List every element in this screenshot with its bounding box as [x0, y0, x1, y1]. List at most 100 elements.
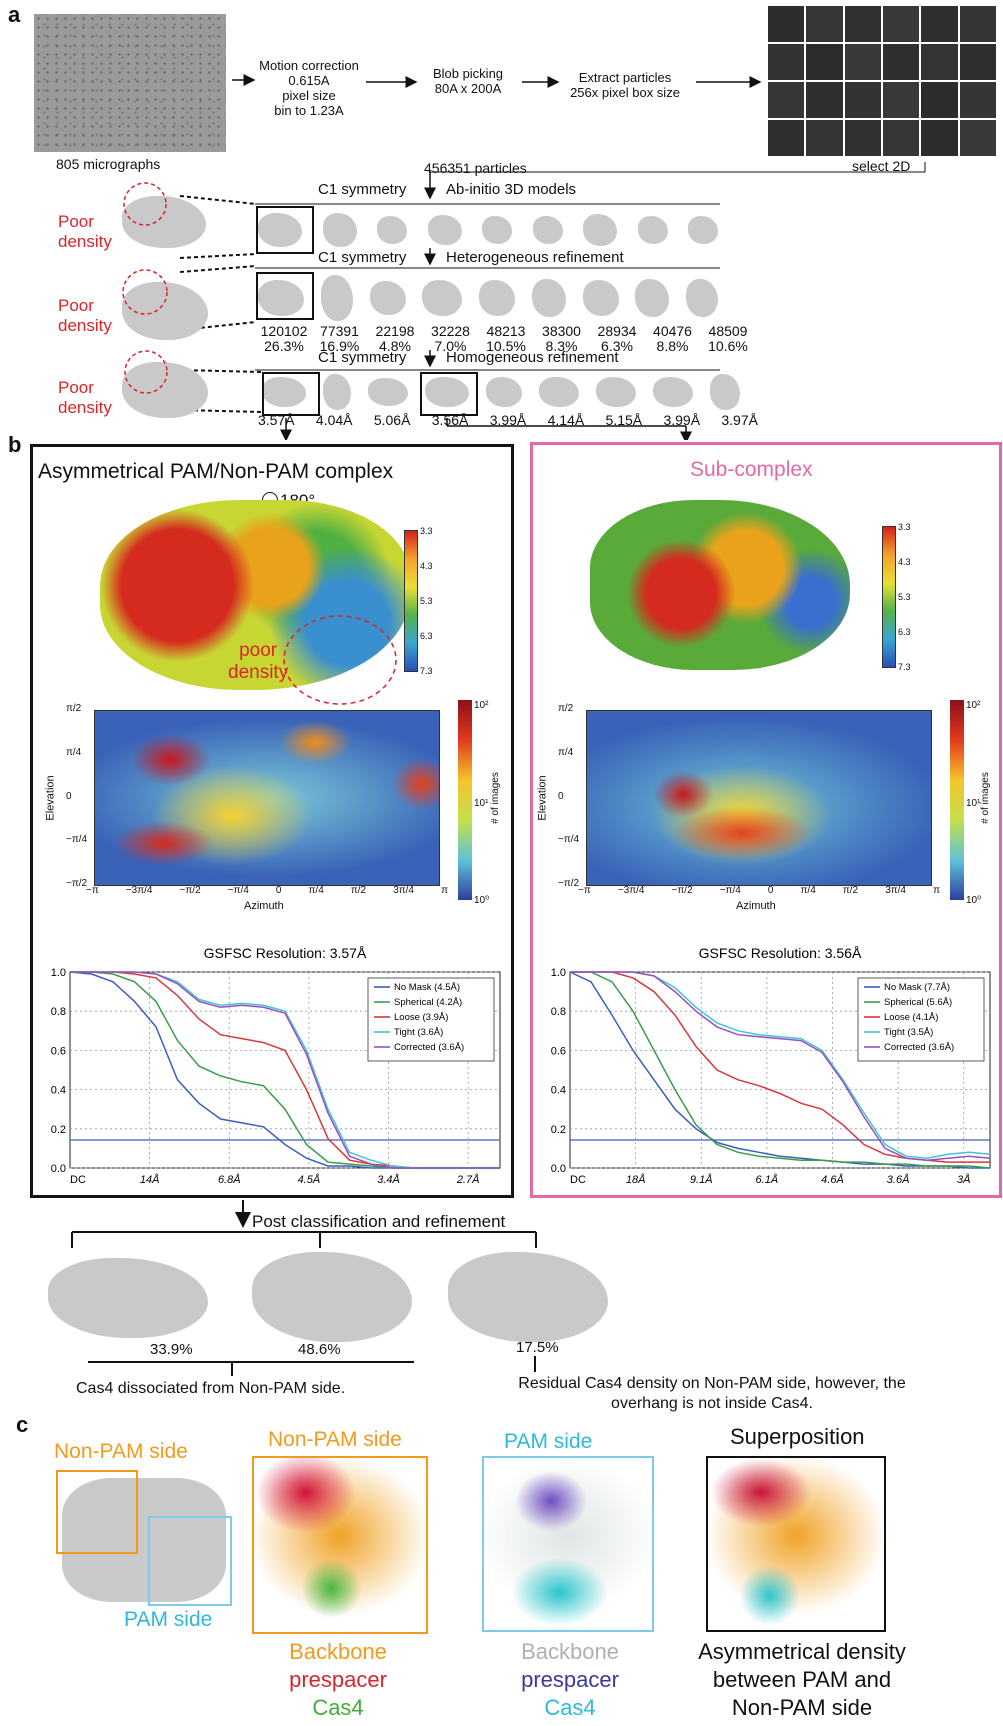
post-pct-1: 33.9%: [150, 1341, 193, 1358]
elevation-yticks-left: π/2 π/4 0 −π/4 −π/2: [66, 703, 88, 889]
colorbar-right-ticks: 3.3 4.3 5.3 6.3 7.3: [898, 522, 911, 672]
left-title: Asymmetrical PAM/Non-PAM complex: [38, 460, 394, 483]
fsc-legend-label: No Mask (7.7Å): [884, 982, 950, 993]
fsc-ytick: 1.0: [551, 967, 566, 979]
fsc-title: GSFSC Resolution: 3.56Å: [699, 945, 862, 961]
pam-box-small: [148, 1516, 232, 1606]
superposition-title: Superposition: [730, 1424, 865, 1449]
fsc-xtick: 6.1Å: [756, 1173, 779, 1186]
fsc-title: GSFSC Resolution: 3.57Å: [204, 945, 367, 961]
fsc-xtick: 3.6Å: [887, 1173, 910, 1186]
row1-method: Ab-initio 3D models: [446, 181, 577, 198]
elevation-cbar-label-left: # of images: [489, 772, 501, 824]
fsc-xtick: 4.6Å: [821, 1173, 844, 1186]
pam-title: PAM side: [504, 1430, 593, 1453]
elevation-cbar-right-ticks: 10² 10¹ 10⁰: [966, 700, 982, 906]
fsc-xtick: DC: [70, 1174, 86, 1186]
fsc-xtick: 9.1Å: [690, 1173, 713, 1186]
fsc-ytick: 0.0: [551, 1163, 566, 1175]
fsc-xtick: 6.8Å: [218, 1173, 241, 1186]
density-map-row2: [122, 282, 208, 340]
select-2d-label: select 2D: [852, 158, 911, 174]
fsc-legend-label: Loose (4.1Å): [884, 1012, 938, 1023]
post-pct-2: 48.6%: [298, 1341, 341, 1358]
row2-symmetry: C1 symmetry: [318, 249, 407, 266]
homo-thumbs: [262, 372, 740, 412]
fsc-ytick: 0.6: [551, 1045, 566, 1057]
right-subpanel-frame: [530, 442, 1002, 1198]
step-blob-picking: Blob picking 80A x 200A: [432, 66, 504, 96]
colorbar-left: [404, 530, 418, 672]
row1-symmetry: C1 symmetry: [318, 181, 407, 198]
poor-density-circle: [283, 615, 397, 705]
legend-mid: Backbone prespacer Cas4: [521, 1639, 619, 1720]
step-motion-correction: Motion correction 0.615A pixel size bin to …: [259, 58, 359, 118]
local-res-map-right: [590, 500, 850, 670]
local-res-map-left: [100, 500, 410, 690]
fsc-chart-right: GSFSC Resolution: 3.56Å 0.0 0.2 0.4 0.6 0.8 1.…: [551, 945, 991, 1186]
panel-b-letter: b: [8, 432, 22, 457]
particles-label: 456351 particles: [424, 160, 527, 176]
elevation-cbar-right: [950, 700, 964, 900]
poor-density-b: poor density: [228, 640, 289, 683]
elevation-cbar-left: [458, 700, 472, 900]
legend-right: Asymmetrical density between PAM and Non…: [698, 1639, 906, 1720]
fsc-xtick: 4.5Å: [298, 1173, 321, 1186]
overview-map: [62, 1478, 226, 1602]
poor-density-row3: Poor density: [58, 378, 112, 417]
hetero-counts: 120102 26.3% 77391 16.9% 22198 4.8% 32228 7.…: [260, 323, 748, 354]
fsc-legend-label: Tight (3.5Å): [884, 1027, 933, 1038]
right-title: Sub-complex: [690, 458, 813, 481]
density-map-row1: [122, 196, 206, 248]
micrographs-label: 805 micrographs: [56, 156, 161, 172]
fsc-legend-label: Tight (3.6Å): [394, 1027, 443, 1038]
fsc-ytick: 0.4: [551, 1085, 566, 1097]
fsc-series-line: [570, 971, 991, 1169]
superposition-view: [706, 1456, 886, 1632]
poor-density-row2: Poor density: [58, 296, 112, 335]
fsc-ytick: 0.2: [51, 1124, 66, 1136]
nonpam-box-small: [56, 1470, 138, 1554]
colorbar-right: [882, 526, 896, 668]
fsc-legend-label: Spherical (5.6Å): [884, 997, 952, 1008]
post-class-map-2: [252, 1252, 412, 1342]
micrograph-image: [34, 14, 226, 152]
homo-selected-box-2: [420, 372, 478, 416]
post-class-label: Post classification and refinement: [252, 1212, 506, 1231]
elevation-xlabel-left: Azimuth: [244, 900, 284, 912]
fsc-ytick: 0.8: [51, 1006, 66, 1018]
elevation-xticks-left: −π −3π/4 −π/2 −π/4 0 π/4 π/2 3π/4 π: [86, 885, 448, 896]
fsc-legend-label: No Mask (4.5Å): [394, 982, 460, 993]
fsc-xtick: DC: [570, 1174, 586, 1186]
step-extract-particles: Extract particles 256x pixel box size: [570, 70, 680, 100]
left-subpanel-frame: [30, 444, 514, 1198]
fsc-xtick: 18Å: [626, 1173, 646, 1186]
fsc-xtick: 3Å: [957, 1173, 970, 1186]
fsc-series-line: [570, 971, 991, 1161]
fsc-ytick: 1.0: [51, 967, 66, 979]
elevation-cbar-left-ticks: 10² 10¹ 10⁰: [474, 700, 490, 906]
poor-density-row1: Poor density: [58, 212, 112, 251]
fsc-ytick: 0.6: [51, 1045, 66, 1057]
fsc-legend-label: Corrected (3.6Å): [884, 1042, 954, 1053]
fsc-legend-label: Spherical (4.2Å): [394, 997, 462, 1008]
nonpam-zoom: [252, 1456, 428, 1634]
elevation-xticks-right: −π −3π/4 −π/2 −π/4 0 π/4 π/2 3π/4 π: [578, 885, 940, 896]
post-class-tree: [71, 1200, 537, 1376]
post-class-map-3: [448, 1252, 608, 1342]
elevation-plot-left: [94, 710, 440, 886]
row3-symmetry: C1 symmetry: [318, 349, 407, 366]
homo-resolutions: 3.57Å 4.04Å 5.06Å 3.56Å 3.99Å 4.14Å 5.15Å 3.99Å…: [258, 412, 758, 428]
colorbar-left-ticks: 3.3 4.3 5.3 6.3 7.3: [420, 526, 433, 676]
panel-a-letter: a: [8, 2, 21, 27]
fsc-legend-label: Corrected (3.6Å): [394, 1042, 464, 1053]
fsc-ytick: 0.4: [51, 1085, 66, 1097]
elevation-cbar-label-right: # of images: [979, 772, 991, 824]
abinitio-selected-box: [256, 206, 314, 254]
hetero-selected-box: [256, 272, 314, 320]
fsc-xtick: 2.7Å: [456, 1173, 480, 1186]
hetero-thumbs: [258, 272, 718, 324]
elevation-xlabel-right: Azimuth: [736, 900, 776, 912]
legend-left: Backbone prespacer Cas4: [289, 1639, 387, 1720]
row2-method: Heterogeneous refinement: [446, 249, 624, 266]
